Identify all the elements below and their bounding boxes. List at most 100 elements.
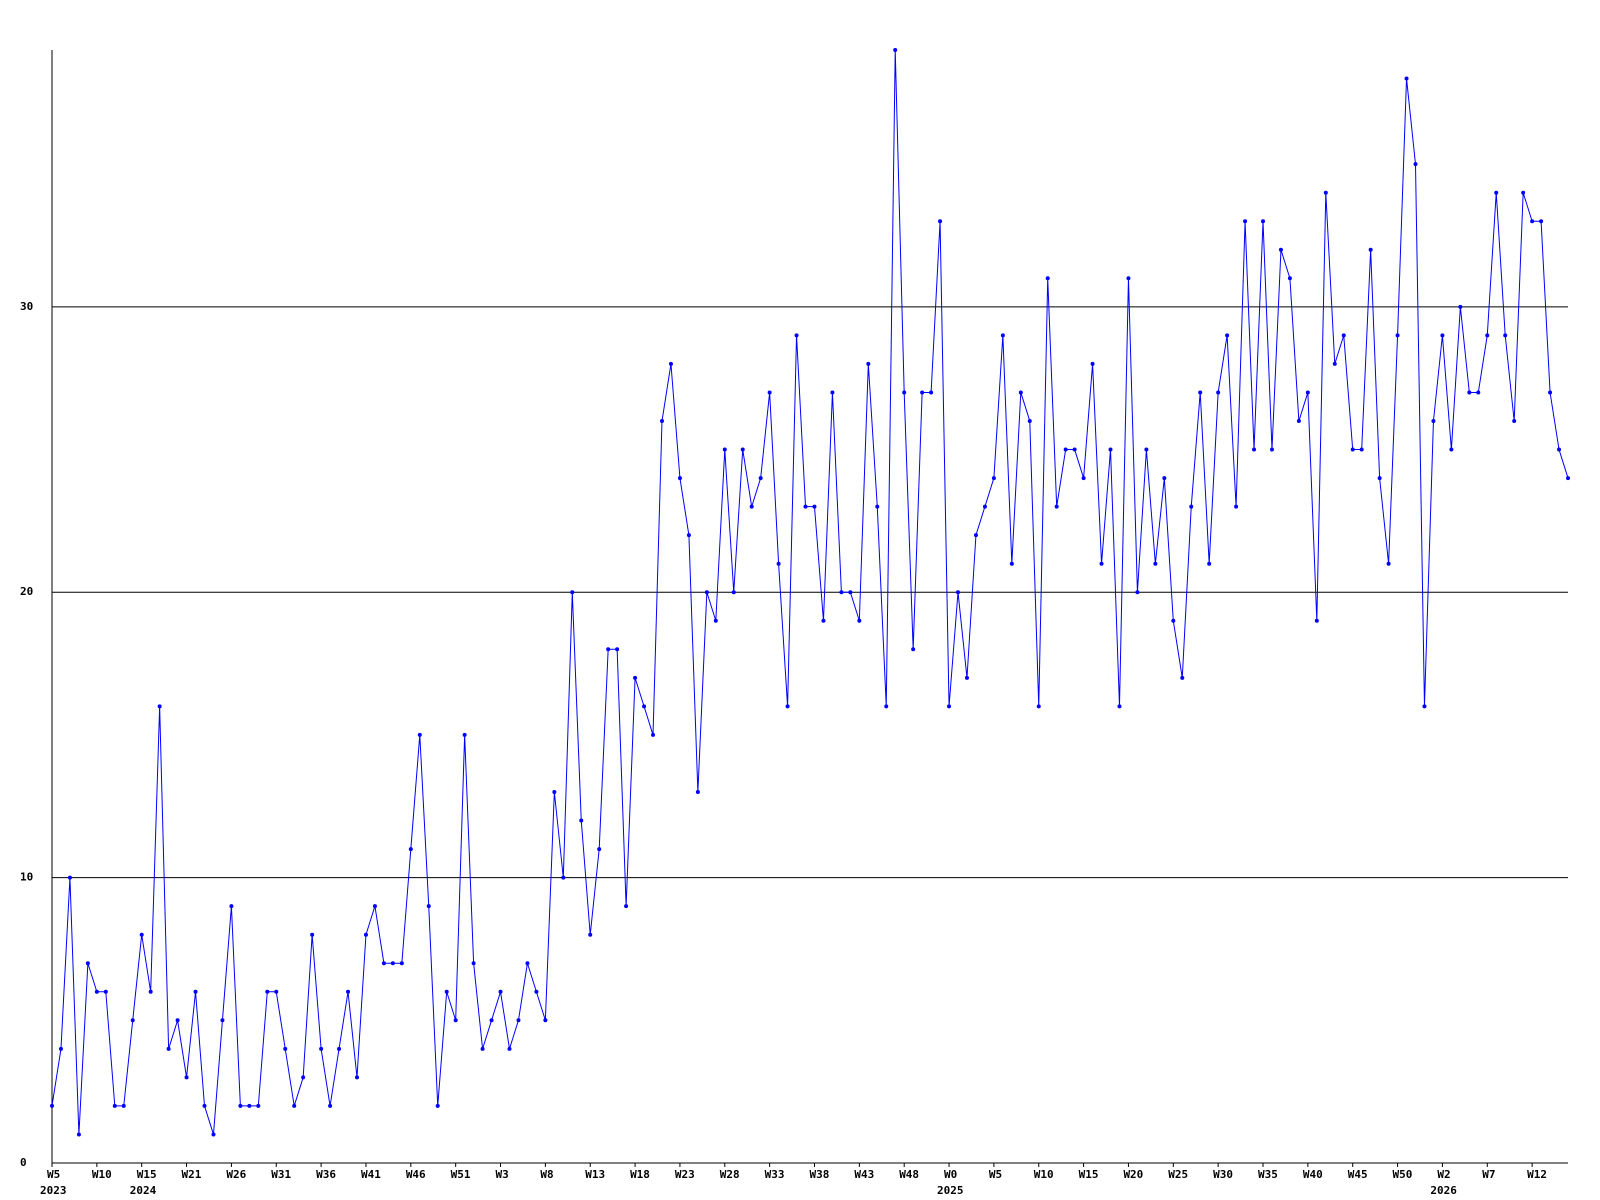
x-tick-label: W10	[92, 1168, 112, 1181]
data-point	[1467, 390, 1472, 395]
y-tick-label: 30	[20, 300, 33, 313]
data-point	[399, 961, 404, 966]
data-point	[1063, 447, 1068, 452]
data-point	[1000, 333, 1005, 338]
data-point	[1108, 447, 1113, 452]
data-point	[85, 961, 90, 966]
data-point	[220, 1018, 225, 1023]
data-point	[1171, 618, 1176, 623]
x-tick-label: W35	[1258, 1168, 1278, 1181]
x-tick-label: W28	[720, 1168, 740, 1181]
data-point	[794, 333, 799, 338]
data-point	[588, 932, 593, 937]
data-point	[991, 476, 996, 481]
data-point	[704, 590, 709, 595]
data-point	[301, 1075, 306, 1080]
data-point	[785, 704, 790, 709]
data-point	[1198, 390, 1203, 395]
data-point	[1494, 190, 1499, 195]
data-point	[1153, 561, 1158, 566]
x-tick-label: W36	[316, 1168, 336, 1181]
data-point	[686, 533, 691, 538]
data-point	[1162, 476, 1167, 481]
x-tick-label: W50	[1393, 1168, 1413, 1181]
x-year-label: 2024	[130, 1184, 157, 1197]
data-point	[947, 704, 952, 709]
data-point	[462, 732, 467, 737]
data-point	[381, 961, 386, 966]
data-point	[1305, 390, 1310, 395]
data-point	[1296, 419, 1301, 423]
data-point	[444, 989, 449, 994]
data-point	[1225, 333, 1230, 338]
data-point	[193, 989, 198, 994]
data-point	[175, 1018, 180, 1023]
data-point	[148, 989, 153, 994]
y-tick-label: 0	[20, 1156, 27, 1169]
x-tick-label: W40	[1303, 1168, 1323, 1181]
data-point	[363, 932, 368, 937]
data-point	[417, 732, 422, 737]
data-point	[893, 48, 898, 52]
data-point	[1261, 219, 1266, 224]
x-tick-label: W8	[540, 1168, 553, 1181]
x-year-label: 2023	[40, 1184, 67, 1197]
data-point	[1216, 390, 1221, 395]
data-point	[1081, 476, 1086, 481]
data-point	[1287, 276, 1292, 281]
data-line	[51, 49, 1569, 1135]
data-point	[1036, 704, 1041, 709]
data-point	[238, 1103, 243, 1108]
data-point	[731, 590, 736, 595]
data-point	[597, 847, 602, 852]
data-point	[534, 989, 539, 994]
data-point	[157, 704, 162, 709]
data-point	[606, 647, 611, 652]
data-point	[94, 989, 99, 994]
x-tick-label: W5	[989, 1168, 1002, 1181]
data-point	[1341, 333, 1346, 338]
x-tick-label: W20	[1123, 1168, 1143, 1181]
x-tick-label: W48	[899, 1168, 919, 1181]
data-point	[1512, 419, 1517, 423]
data-point	[1449, 447, 1454, 452]
data-point	[1413, 162, 1418, 167]
data-point	[1359, 447, 1364, 452]
data-point	[247, 1103, 252, 1108]
data-point	[911, 647, 916, 652]
data-point	[973, 533, 978, 538]
data-point	[354, 1075, 359, 1080]
data-point	[624, 904, 629, 909]
x-tick-label: W33	[765, 1168, 785, 1181]
data-point	[767, 390, 772, 395]
data-point	[1189, 504, 1194, 509]
x-tick-label: W30	[1213, 1168, 1233, 1181]
data-point	[1278, 247, 1283, 252]
x-tick-label: W38	[809, 1168, 829, 1181]
data-point	[166, 1046, 171, 1051]
x-year-label: 2025	[937, 1184, 964, 1197]
x-tick-label: W31	[271, 1168, 291, 1181]
data-point	[130, 1018, 135, 1023]
x-tick-label: W3	[496, 1168, 509, 1181]
data-point	[749, 504, 754, 509]
data-point	[1314, 618, 1319, 623]
data-point	[677, 476, 682, 481]
data-point	[507, 1046, 512, 1051]
data-point	[956, 590, 961, 595]
data-point	[902, 390, 907, 395]
data-point	[1350, 447, 1355, 452]
x-tick-label: W51	[451, 1168, 471, 1181]
data-point	[256, 1103, 261, 1108]
x-tick-label: W41	[361, 1168, 381, 1181]
data-point	[920, 390, 925, 395]
y-tick-label: 10	[20, 871, 33, 884]
data-point	[722, 447, 727, 452]
data-point	[121, 1103, 126, 1108]
data-point	[866, 361, 871, 366]
data-point	[1386, 561, 1391, 566]
data-point	[1054, 504, 1059, 509]
data-point	[642, 704, 647, 709]
data-point	[1009, 561, 1014, 566]
